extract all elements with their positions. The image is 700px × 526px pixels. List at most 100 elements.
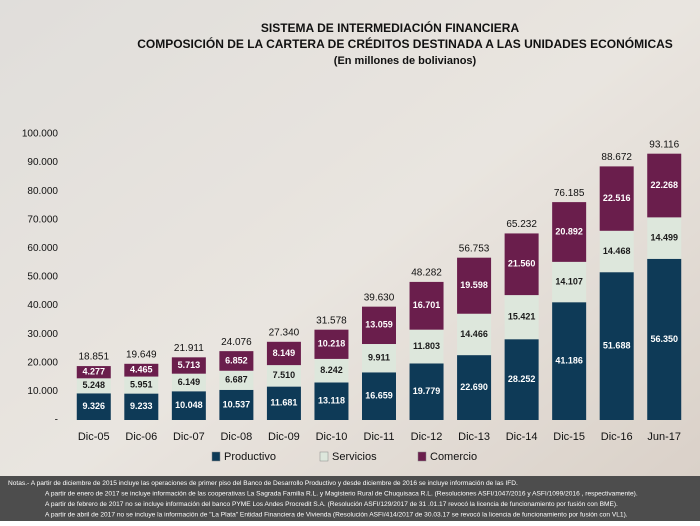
value-label: 8.149 bbox=[273, 348, 296, 358]
total-label: 19.649 bbox=[126, 349, 157, 360]
value-label: 13.059 bbox=[365, 320, 393, 330]
x-tick-label: Dic-05 bbox=[78, 431, 110, 443]
value-label: 7.510 bbox=[273, 370, 296, 380]
bar-segment bbox=[599, 230, 634, 273]
value-label: 14.468 bbox=[603, 246, 631, 256]
bar-segment bbox=[76, 393, 111, 420]
unit-note: (En millones de bolivianos) bbox=[334, 55, 477, 67]
legend-label: Productivo bbox=[224, 451, 276, 463]
bar-segment bbox=[219, 389, 254, 420]
bar-segment bbox=[362, 306, 396, 345]
value-label: 6.687 bbox=[225, 375, 248, 385]
bar-segment bbox=[362, 344, 396, 373]
bar-segment bbox=[266, 386, 301, 420]
value-label: 5.951 bbox=[130, 379, 153, 389]
value-label: 21.560 bbox=[508, 259, 536, 269]
value-label: 8.242 bbox=[320, 365, 343, 375]
value-label: 14.499 bbox=[650, 232, 678, 242]
value-label: 5.713 bbox=[178, 360, 201, 370]
bar-segment bbox=[314, 329, 349, 359]
bar-segment bbox=[552, 202, 587, 262]
bar-segment bbox=[314, 358, 349, 383]
bar-segment bbox=[314, 382, 349, 420]
value-label: 10.048 bbox=[175, 400, 203, 410]
value-label: 20.892 bbox=[555, 226, 583, 236]
bar-segment bbox=[124, 393, 159, 420]
value-label: 22.690 bbox=[460, 382, 488, 392]
value-label: 22.516 bbox=[603, 193, 631, 203]
y-tick-label: - bbox=[55, 415, 58, 426]
note: A partir de abril de 2017 no se incluye … bbox=[45, 511, 628, 518]
bar-segment bbox=[504, 233, 539, 296]
bar-segment bbox=[171, 391, 206, 420]
bar-segment bbox=[504, 339, 539, 420]
legend-swatch bbox=[417, 451, 427, 462]
total-label: 76.185 bbox=[554, 188, 585, 199]
legend-swatch bbox=[319, 451, 329, 462]
value-label: 19.598 bbox=[460, 280, 488, 290]
bar-segment bbox=[362, 372, 396, 420]
chart-subtitle: COMPOSICIÓN DE LA CARTERA DE CRÉDITOS DE… bbox=[137, 36, 673, 51]
value-label: 22.268 bbox=[650, 180, 678, 190]
note: A partir de febrero de 2017 no se incluy… bbox=[45, 501, 618, 508]
value-label: 11.803 bbox=[413, 341, 440, 351]
bar-segment bbox=[457, 257, 492, 314]
value-label: 13.118 bbox=[318, 396, 345, 406]
x-tick-label: Dic-11 bbox=[364, 431, 395, 443]
x-tick-label: Dic-06 bbox=[125, 431, 157, 443]
total-label: 39.630 bbox=[364, 292, 395, 303]
value-label: 16.659 bbox=[365, 391, 393, 401]
value-label: 9.911 bbox=[368, 353, 390, 363]
total-label: 18.851 bbox=[78, 352, 109, 363]
value-label: 15.421 bbox=[508, 312, 536, 322]
note: Notas.- A partir de diciembre de 2015 in… bbox=[8, 480, 518, 487]
bar-segment bbox=[647, 153, 682, 218]
total-label: 24.076 bbox=[221, 337, 252, 348]
y-tick-label: 100.000 bbox=[22, 129, 59, 140]
bar-segment bbox=[552, 302, 587, 420]
total-label: 48.282 bbox=[411, 268, 442, 279]
y-tick-label: 40.000 bbox=[27, 300, 58, 311]
bar-segment bbox=[457, 355, 492, 420]
value-label: 5.248 bbox=[83, 380, 106, 390]
bar-segment bbox=[409, 329, 444, 364]
bar-segment bbox=[76, 366, 111, 379]
chart-title: SISTEMA DE INTERMEDIACIÓN FINANCIERA bbox=[261, 20, 520, 35]
y-tick-label: 10.000 bbox=[27, 386, 58, 397]
x-tick-label: Dic-14 bbox=[506, 431, 538, 443]
bar-segment bbox=[266, 341, 301, 366]
y-tick-label: 20.000 bbox=[27, 357, 58, 368]
x-tick-label: Dic-07 bbox=[173, 431, 205, 443]
x-tick-label: Dic-15 bbox=[553, 431, 585, 443]
value-label: 11.681 bbox=[270, 398, 297, 408]
total-label: 88.672 bbox=[601, 152, 632, 163]
value-label: 51.688 bbox=[603, 340, 631, 350]
bar-segment bbox=[266, 365, 301, 387]
bar-segment bbox=[647, 217, 682, 259]
bar-segment bbox=[219, 370, 254, 390]
note: A partir de enero de 2017 se incluye inf… bbox=[45, 490, 638, 497]
bar-segment bbox=[124, 363, 159, 377]
total-label: 93.116 bbox=[649, 139, 679, 150]
total-label: 56.753 bbox=[459, 243, 490, 254]
bar-segment bbox=[504, 295, 539, 340]
y-tick-label: 70.000 bbox=[27, 214, 58, 225]
bar-segment bbox=[647, 258, 682, 420]
value-label: 6.149 bbox=[178, 377, 201, 387]
value-label: 41.186 bbox=[555, 355, 583, 365]
total-label: 31.578 bbox=[316, 315, 347, 326]
x-tick-label: Dic-09 bbox=[268, 431, 300, 443]
legend-label: Comercio bbox=[430, 451, 477, 463]
total-label: 21.911 bbox=[174, 343, 204, 354]
bar-segment bbox=[552, 261, 587, 303]
y-tick-label: 30.000 bbox=[27, 329, 58, 340]
value-label: 4.277 bbox=[83, 367, 106, 377]
y-tick-label: 80.000 bbox=[27, 186, 58, 197]
value-label: 9.233 bbox=[130, 401, 153, 411]
bar-segment bbox=[599, 166, 634, 231]
total-label: 27.340 bbox=[269, 327, 300, 338]
y-tick-label: 50.000 bbox=[27, 272, 58, 283]
bar-segment bbox=[457, 313, 492, 356]
